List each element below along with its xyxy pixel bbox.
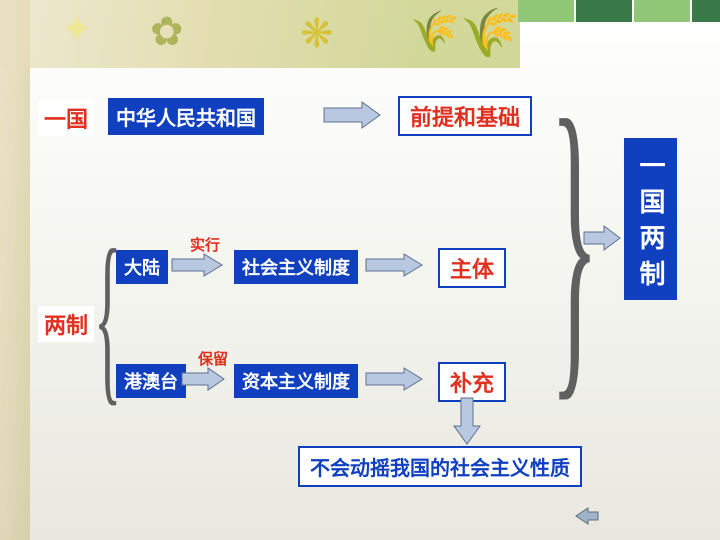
box-socialist: 社会主义制度: [234, 250, 358, 284]
left-texture-strip: [0, 0, 30, 540]
box-conclusion: 一国两制: [624, 138, 677, 300]
decorative-header: ✦ ✿ ❋ 🌾 🌾: [0, 0, 720, 70]
box-capitalist: 资本主义制度: [234, 364, 358, 398]
arrow-capitalist-to-supplement: [364, 366, 426, 392]
arrow-mainland-to-socialist: [170, 252, 226, 278]
box-hk-mo-tw: 港澳台: [116, 364, 186, 398]
box-prc: 中华人民共和国: [108, 98, 264, 135]
back-icon[interactable]: [574, 506, 600, 526]
arrow-hkmotw-to-capitalist: [180, 366, 228, 392]
box-note: 不会动摇我国的社会主义性质: [300, 448, 580, 485]
box-mainland: 大陆: [116, 250, 168, 284]
arrow-socialist-to-mainbody: [364, 252, 426, 278]
brace-left: {: [94, 222, 121, 412]
label-two-systems: 两制: [38, 306, 94, 342]
box-supplement: 补充: [440, 364, 504, 400]
box-main-body: 主体: [440, 250, 504, 286]
brace-right: }: [550, 90, 599, 390]
box-premise: 前提和基础: [400, 98, 530, 134]
label-one-country: 一国: [38, 100, 94, 136]
arrow-down-to-note: [452, 396, 482, 446]
arrow-prc-to-premise: [322, 100, 384, 130]
